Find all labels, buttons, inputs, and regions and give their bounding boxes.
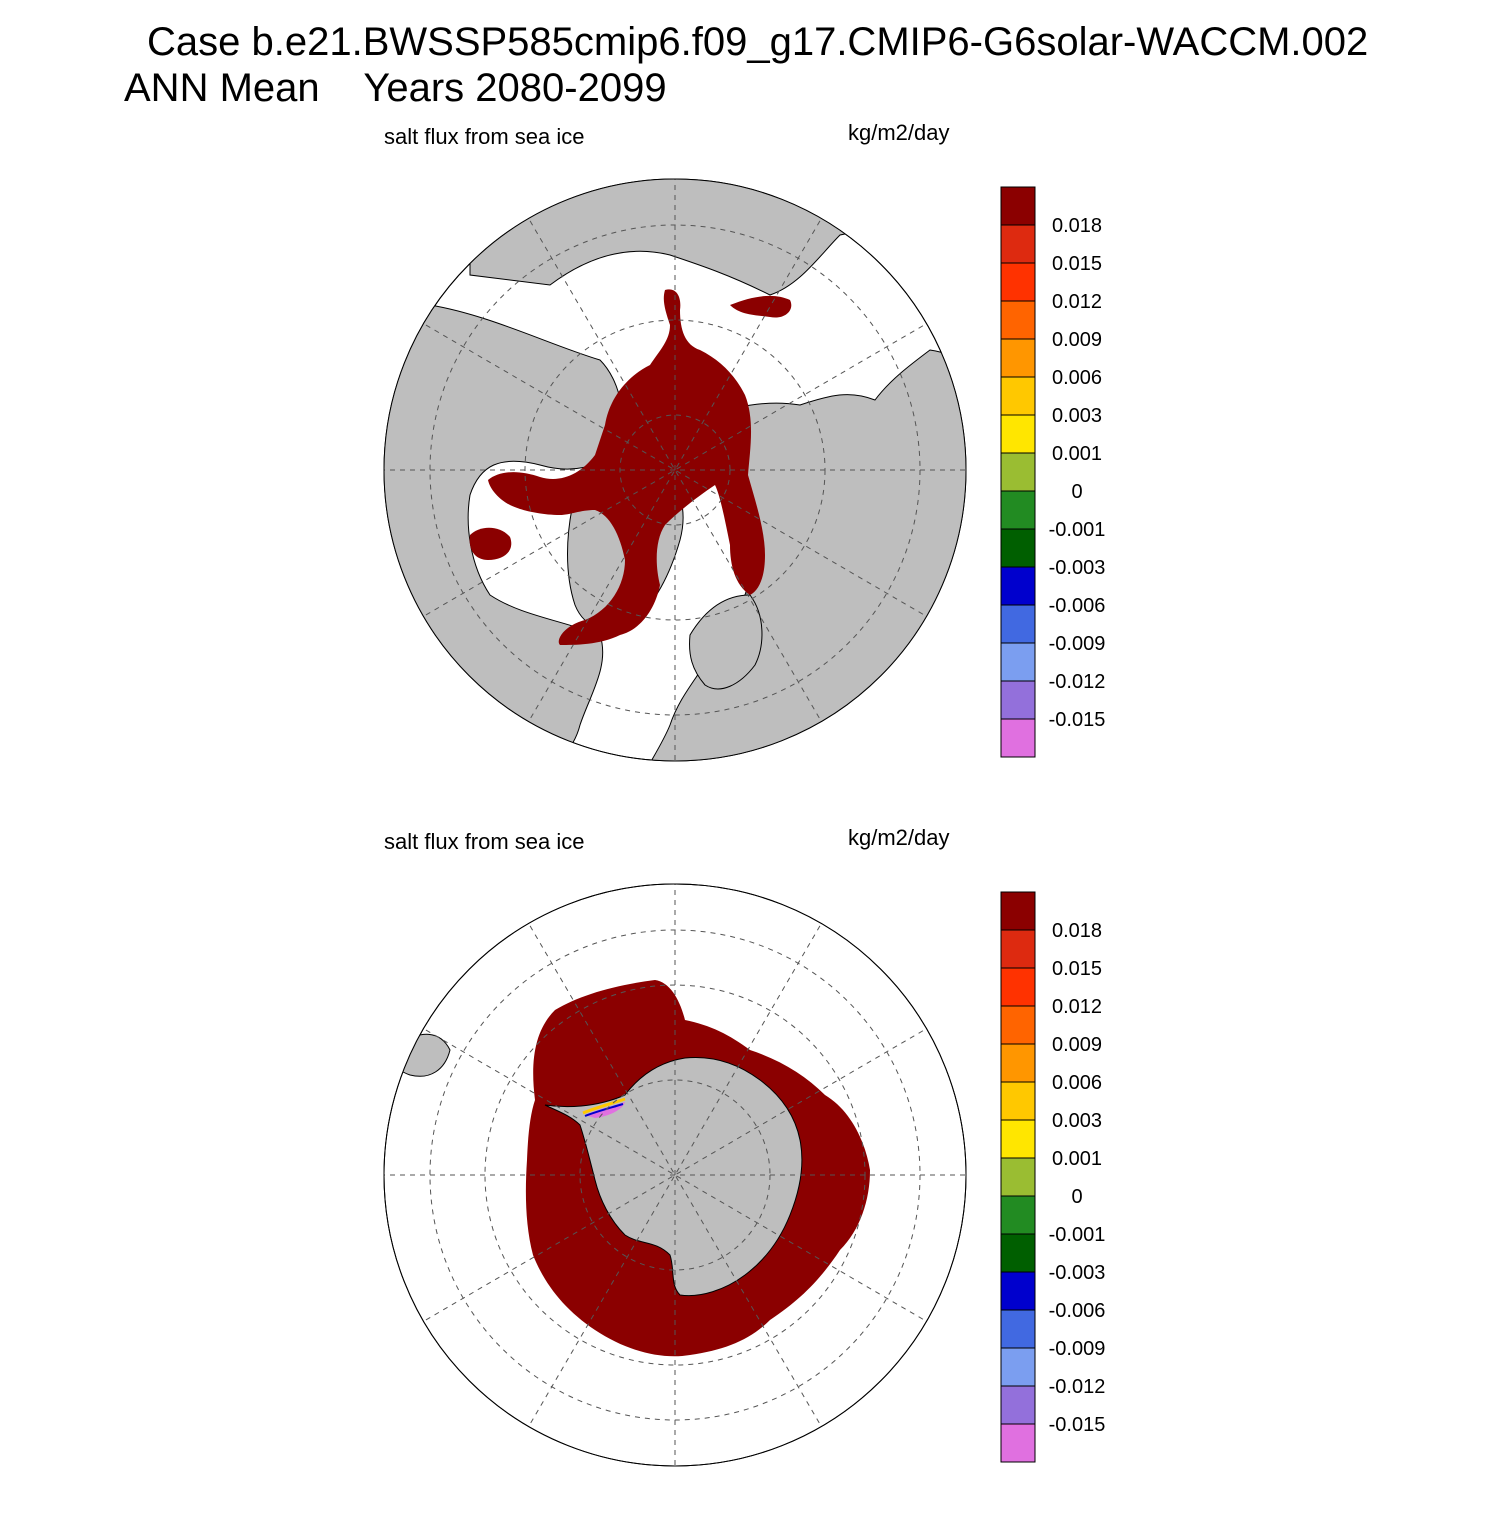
colorbar-tick-label: 0.006 (1052, 367, 1102, 389)
colorbar-box (1000, 376, 1036, 416)
map-gridlines (384, 884, 966, 1466)
north-hemisphere-panel: salt flux from sea ice kg/m2/day (0, 110, 1500, 810)
colorbar-labels: 0.018 0.015 0.012 0.009 0.006 0.003 0.001 0 -0.0… (1049, 215, 1106, 731)
colorbar-tick-label: 0.006 (1052, 1072, 1102, 1094)
colorbar-tick-label: -0.009 (1049, 1338, 1106, 1360)
colorbar-tick-label: -0.012 (1049, 671, 1106, 693)
colorbar-box (1000, 967, 1036, 1007)
units-label: kg/m2/day (848, 825, 950, 850)
colorbar-box (1000, 186, 1036, 226)
colorbar-box (1000, 338, 1036, 378)
colorbar-tick-label: -0.012 (1049, 1376, 1106, 1398)
colorbar-box (1000, 528, 1036, 568)
colorbar-tick-label: -0.015 (1049, 1414, 1106, 1436)
north-polar-map (383, 178, 967, 762)
colorbar-labels: 0.018 0.015 0.012 0.009 0.006 0.003 0.001 0 -0.0… (1049, 920, 1106, 1436)
colorbar-tick-label: -0.003 (1049, 557, 1106, 579)
colorbar-box (1000, 1233, 1036, 1273)
colorbar-tick-label: 0.001 (1052, 1148, 1102, 1170)
south-hemisphere-panel: salt flux from sea ice kg/m2/day (0, 815, 1500, 1515)
colorbar-south: 0.018 0.015 0.012 0.009 0.006 0.003 0.001 0 -0.0… (1000, 891, 1106, 1463)
map-gridlines (384, 179, 966, 761)
variable-label: salt flux from sea ice (384, 124, 585, 149)
colorbar-box (1000, 566, 1036, 606)
colorbar-north: 0.018 0.015 0.012 0.009 0.006 0.003 0.001 0 -0.0… (1000, 186, 1106, 758)
sea-ice-arctic (488, 289, 765, 645)
colorbar-box (1000, 1309, 1036, 1349)
colorbar-tick-label: 0.003 (1052, 1110, 1102, 1132)
colorbar-boxes (1000, 891, 1036, 1463)
colorbar-box (1000, 1423, 1036, 1463)
colorbar-tick-label: 0.018 (1052, 215, 1102, 237)
land-scandinavia (689, 594, 763, 690)
colorbar-box (1000, 718, 1036, 758)
colorbar-tick-label: 0.018 (1052, 920, 1102, 942)
colorbar-box (1000, 929, 1036, 969)
colorbar-boxes (1000, 186, 1036, 758)
units-label: kg/m2/day (848, 120, 950, 145)
colorbar-box (1000, 1271, 1036, 1311)
colorbar-box (1000, 1043, 1036, 1083)
colorbar-box (1000, 262, 1036, 302)
colorbar-box (1000, 680, 1036, 720)
colorbar-tick-label: 0.009 (1052, 1034, 1102, 1056)
colorbar-box (1000, 1005, 1036, 1045)
colorbar-tick-label: 0.003 (1052, 405, 1102, 427)
colorbar-box (1000, 452, 1036, 492)
colorbar-tick-label: 0.001 (1052, 443, 1102, 465)
colorbar-tick-label: 0.009 (1052, 329, 1102, 351)
colorbar-tick-label: -0.006 (1049, 1300, 1106, 1322)
colorbar-box (1000, 1385, 1036, 1425)
colorbar-box (1000, 604, 1036, 644)
colorbar-tick-label: 0 (1071, 1186, 1082, 1208)
colorbar-tick-label: -0.015 (1049, 709, 1106, 731)
plot-title-line1: Case b.e21.BWSSP585cmip6.f09_g17.CMIP6-G… (147, 20, 1369, 64)
sea-ice-hudson-bay (469, 527, 512, 560)
colorbar-box (1000, 300, 1036, 340)
colorbar-tick-label: -0.001 (1049, 519, 1106, 541)
sea-ice-okhotsk (730, 295, 792, 318)
colorbar-box (1000, 642, 1036, 682)
land-antarctica (544, 1056, 803, 1297)
colorbar-tick-label: 0.015 (1052, 958, 1102, 980)
colorbar-tick-label: 0 (1071, 481, 1082, 503)
colorbar-tick-label: -0.003 (1049, 1262, 1106, 1284)
colorbar-box (1000, 490, 1036, 530)
colorbar-box (1000, 1347, 1036, 1387)
colorbar-box (1000, 891, 1036, 931)
colorbar-tick-label: -0.001 (1049, 1224, 1106, 1246)
colorbar-box (1000, 1119, 1036, 1159)
colorbar-tick-label: 0.015 (1052, 253, 1102, 275)
variable-label: salt flux from sea ice (384, 829, 585, 854)
colorbar-box (1000, 224, 1036, 264)
colorbar-tick-label: -0.009 (1049, 633, 1106, 655)
colorbar-box (1000, 1157, 1036, 1197)
colorbar-tick-label: -0.006 (1049, 595, 1106, 617)
colorbar-box (1000, 414, 1036, 454)
south-polar-map (383, 883, 967, 1467)
colorbar-box (1000, 1081, 1036, 1121)
colorbar-box (1000, 1195, 1036, 1235)
plot-title-line2: ANN Mean Years 2080-2099 (124, 66, 667, 110)
colorbar-tick-label: 0.012 (1052, 291, 1102, 313)
colorbar-tick-label: 0.012 (1052, 996, 1102, 1018)
